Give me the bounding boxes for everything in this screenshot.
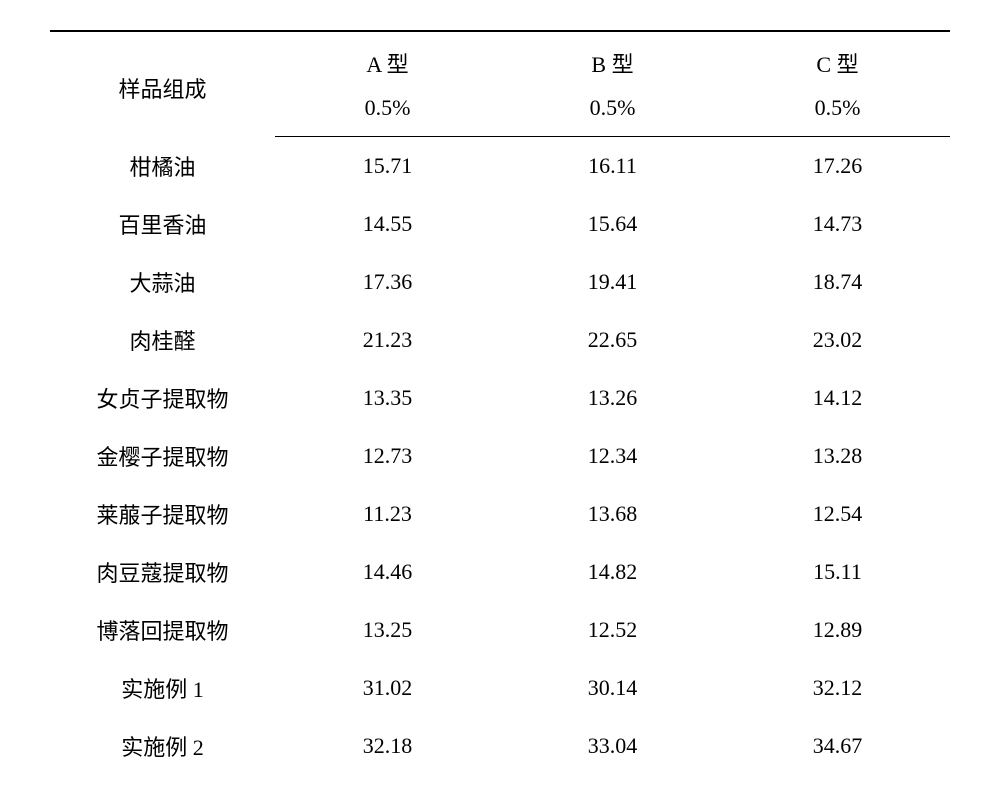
table-row: 金樱子提取物 12.73 12.34 13.28 — [50, 427, 950, 485]
cell-value: 34.67 — [725, 717, 950, 775]
cell-value: 12.34 — [500, 427, 725, 485]
row-label: 金樱子提取物 — [50, 427, 275, 485]
row-label: 莱菔子提取物 — [50, 485, 275, 543]
table-row: 肉豆蔻提取物 14.46 14.82 15.11 — [50, 543, 950, 601]
cell-value: 12.89 — [725, 601, 950, 659]
cell-value: 13.25 — [275, 601, 500, 659]
cell-value: 22.65 — [500, 311, 725, 369]
cell-value: 18.74 — [725, 253, 950, 311]
table-row: 百里香油 14.55 15.64 14.73 — [50, 195, 950, 253]
row-label: 博落回提取物 — [50, 601, 275, 659]
table-row: 柑橘油 15.71 16.11 17.26 — [50, 137, 950, 195]
row-label: 实施例 2 — [50, 717, 275, 775]
cell-value: 14.73 — [725, 195, 950, 253]
row-label: 大蒜油 — [50, 253, 275, 311]
row-label: 百里香油 — [50, 195, 275, 253]
cell-value: 15.71 — [275, 137, 500, 195]
row-label: 肉桂醛 — [50, 311, 275, 369]
cell-value: 15.64 — [500, 195, 725, 253]
table-header: 样品组成 A 型 B 型 C 型 0.5% 0.5% 0.5% — [50, 31, 950, 137]
table-row: 女贞子提取物 13.35 13.26 14.12 — [50, 369, 950, 427]
cell-value: 15.11 — [725, 543, 950, 601]
cell-value: 12.52 — [500, 601, 725, 659]
cell-value: 32.18 — [275, 717, 500, 775]
row-label: 实施例 1 — [50, 659, 275, 717]
cell-value: 13.68 — [500, 485, 725, 543]
row-label: 女贞子提取物 — [50, 369, 275, 427]
sub-header-a: 0.5% — [275, 87, 500, 137]
table-row: 大蒜油 17.36 19.41 18.74 — [50, 253, 950, 311]
cell-value: 17.26 — [725, 137, 950, 195]
cell-value: 12.73 — [275, 427, 500, 485]
cell-value: 14.46 — [275, 543, 500, 601]
cell-value: 23.02 — [725, 311, 950, 369]
row-label-header: 样品组成 — [50, 31, 275, 137]
table-row: 肉桂醛 21.23 22.65 23.02 — [50, 311, 950, 369]
cell-value: 32.12 — [725, 659, 950, 717]
sub-header-c: 0.5% — [725, 87, 950, 137]
cell-value: 17.36 — [275, 253, 500, 311]
table-row: 实施例 2 32.18 33.04 34.67 — [50, 717, 950, 775]
cell-value: 16.11 — [500, 137, 725, 195]
cell-value: 11.23 — [275, 485, 500, 543]
column-header-b: B 型 — [500, 31, 725, 87]
cell-value: 21.23 — [275, 311, 500, 369]
cell-value: 30.14 — [500, 659, 725, 717]
cell-value: 19.41 — [500, 253, 725, 311]
row-label: 柑橘油 — [50, 137, 275, 195]
table-body: 柑橘油 15.71 16.11 17.26 百里香油 14.55 15.64 1… — [50, 137, 950, 775]
cell-value: 14.55 — [275, 195, 500, 253]
cell-value: 14.12 — [725, 369, 950, 427]
cell-value: 13.35 — [275, 369, 500, 427]
row-label: 肉豆蔻提取物 — [50, 543, 275, 601]
table-row: 莱菔子提取物 11.23 13.68 12.54 — [50, 485, 950, 543]
sub-header-b: 0.5% — [500, 87, 725, 137]
column-header-c: C 型 — [725, 31, 950, 87]
table-row: 实施例 1 31.02 30.14 32.12 — [50, 659, 950, 717]
column-header-a: A 型 — [275, 31, 500, 87]
cell-value: 13.28 — [725, 427, 950, 485]
cell-value: 12.54 — [725, 485, 950, 543]
cell-value: 13.26 — [500, 369, 725, 427]
table-row: 博落回提取物 13.25 12.52 12.89 — [50, 601, 950, 659]
data-table: 样品组成 A 型 B 型 C 型 0.5% 0.5% 0.5% 柑橘油 15.7… — [50, 30, 950, 775]
cell-value: 33.04 — [500, 717, 725, 775]
cell-value: 14.82 — [500, 543, 725, 601]
cell-value: 31.02 — [275, 659, 500, 717]
